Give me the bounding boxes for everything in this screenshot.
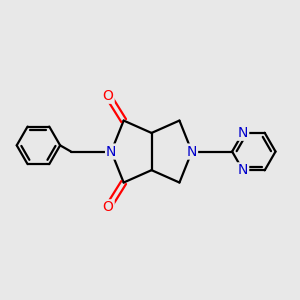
Text: N: N [238, 163, 248, 177]
Text: O: O [103, 89, 114, 103]
Text: N: N [106, 145, 116, 158]
Text: N: N [238, 126, 248, 140]
Text: O: O [103, 200, 114, 214]
Text: N: N [187, 145, 197, 158]
